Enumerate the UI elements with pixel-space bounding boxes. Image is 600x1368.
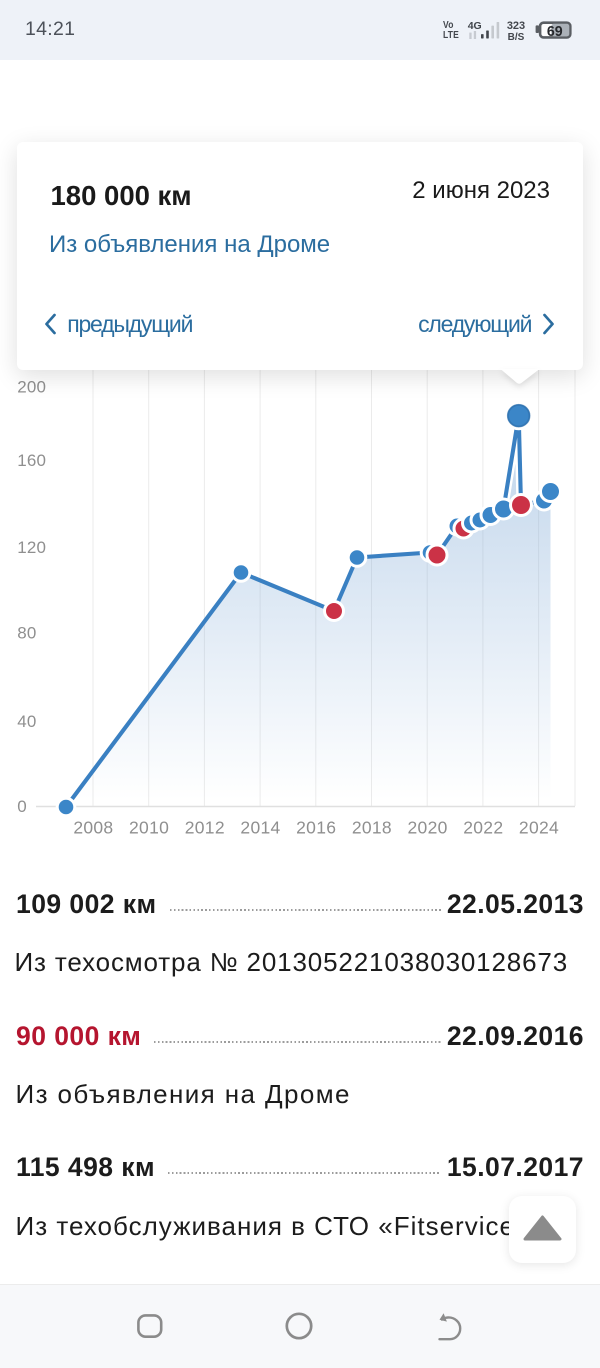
svg-text:200: 200	[17, 378, 46, 397]
svg-text:2012: 2012	[185, 818, 225, 838]
svg-text:120: 120	[17, 538, 46, 557]
svg-text:0: 0	[17, 797, 27, 816]
svg-text:160: 160	[17, 451, 46, 470]
svg-text:2008: 2008	[73, 818, 113, 838]
svg-text:69: 69	[547, 23, 563, 40]
svg-text:2010: 2010	[129, 818, 169, 838]
svg-text:2016: 2016	[296, 818, 336, 838]
svg-text:2022: 2022	[463, 818, 503, 838]
svg-text:40: 40	[17, 712, 36, 731]
svg-text:80: 80	[17, 623, 36, 642]
svg-text:2014: 2014	[240, 818, 280, 838]
svg-text:2020: 2020	[408, 818, 448, 838]
svg-text:2018: 2018	[352, 818, 392, 838]
svg-text:2024: 2024	[519, 818, 559, 838]
